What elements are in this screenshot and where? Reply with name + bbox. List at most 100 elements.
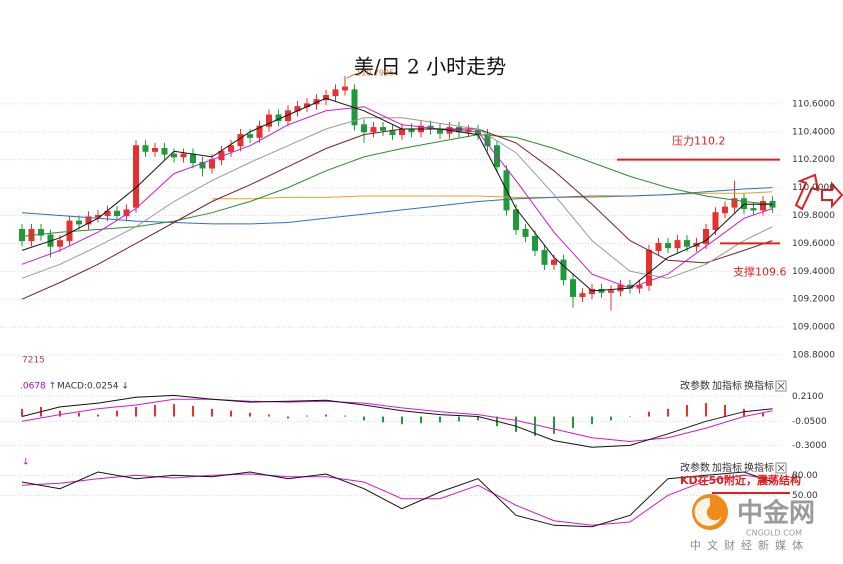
candle-body — [741, 198, 747, 210]
histogram-bar — [553, 416, 555, 434]
candle-body — [332, 89, 339, 96]
histogram-bar — [78, 412, 80, 417]
arrow-up — [794, 173, 820, 211]
y-tick-label: 80.00 — [792, 471, 818, 481]
candle-body — [133, 145, 139, 208]
histogram-bar — [97, 414, 99, 417]
candle-body — [380, 127, 386, 131]
arrow-right — [821, 181, 843, 209]
candle-body — [750, 208, 757, 211]
candle-body — [684, 240, 690, 247]
y-tick-label: 50.00 — [792, 491, 818, 501]
candle-body — [228, 145, 234, 152]
y-tick-label: -0.3000 — [792, 441, 827, 451]
candle-body — [66, 220, 73, 242]
histogram-bar — [477, 416, 479, 421]
candle-body — [171, 153, 177, 158]
candle-body — [85, 216, 92, 225]
annotation-label: 支撑109.6 — [733, 264, 787, 278]
watermark-slogan: 中文财经新媒体 — [690, 538, 809, 552]
candle-body — [256, 125, 263, 138]
candle-body — [152, 148, 158, 152]
candle-body — [760, 201, 766, 211]
button[interactable]: 改参数 — [680, 379, 710, 392]
candle-body — [342, 86, 348, 91]
histogram-bar — [591, 416, 593, 425]
close-icon — [777, 382, 785, 390]
button[interactable]: 换指标 — [744, 379, 774, 392]
button[interactable]: 换指标 — [744, 461, 774, 474]
histogram-bar — [667, 408, 669, 417]
candle-body — [104, 210, 111, 216]
lines-layer — [21, 97, 773, 528]
candle-body — [19, 228, 25, 242]
candle-body — [370, 127, 377, 133]
y-tick-label: -0.0500 — [792, 417, 827, 427]
watermark-site: CNGOLD.COM — [746, 529, 802, 538]
candle-body — [589, 288, 595, 295]
peak-arrow — [346, 73, 356, 79]
histogram-bar — [173, 404, 175, 417]
button[interactable]: 改参数 — [680, 461, 710, 474]
candle-body — [722, 206, 728, 214]
histogram-bar — [458, 416, 460, 422]
candle-body — [655, 242, 662, 251]
histogram-bar — [325, 414, 327, 417]
histogram-bar — [116, 410, 118, 417]
histogram-bar — [705, 403, 707, 417]
candle-body — [731, 198, 738, 208]
candle-body — [636, 284, 643, 289]
histogram-bar — [287, 416, 289, 419]
candle-body — [209, 159, 215, 169]
annotation-label: 压力110.2 — [672, 135, 726, 148]
candle-body — [57, 240, 63, 247]
histogram-bar — [363, 416, 365, 421]
candle-body — [522, 228, 529, 237]
indicator-line — [21, 134, 773, 237]
button[interactable]: 加指标 — [712, 379, 742, 392]
indicator-line — [21, 473, 773, 526]
histogram-bar — [762, 412, 764, 417]
y-tick-label: 110.2000 — [792, 155, 835, 165]
y-tick-label: 109.0000 — [792, 323, 835, 333]
button[interactable]: 加指标 — [712, 461, 742, 474]
histogram-bar — [59, 410, 61, 417]
candle-body — [38, 228, 44, 236]
histogram-bar — [743, 408, 745, 417]
candle-body — [161, 148, 168, 155]
peak-label: 110.7995 — [356, 69, 394, 78]
candle-body — [237, 134, 244, 147]
histogram-bar — [192, 405, 194, 417]
histogram-bar — [439, 416, 441, 423]
note: 7215 — [22, 356, 45, 366]
histogram-bar — [344, 415, 346, 417]
candle-body — [180, 153, 187, 158]
histogram-bar — [306, 415, 308, 417]
histogram-bar — [382, 416, 384, 423]
candle-body — [541, 249, 548, 265]
macd-label: MACD:0.0254 ↓ — [57, 382, 129, 392]
watermark-name: 中金网 — [737, 498, 815, 529]
histogram-bar — [686, 405, 688, 417]
candle-body — [142, 145, 149, 152]
text-layer: 美/日 2 小时走势 7215 .0678 ↑ MACD:0.0254 ↓ ↓ … — [20, 55, 843, 552]
histogram-bar — [724, 405, 726, 417]
candle-body — [199, 161, 206, 169]
y-tick-label: 0.2100 — [792, 392, 824, 402]
candle-body — [323, 94, 329, 101]
histogram-bar — [572, 416, 574, 429]
indicator-line — [21, 394, 773, 448]
candle-body — [579, 293, 586, 297]
y-tick-label: 109.2000 — [792, 295, 835, 305]
histogram-bar — [648, 411, 650, 417]
indicator-line — [212, 191, 773, 200]
kd-header: ↓ — [22, 458, 30, 468]
histogram-bar — [610, 416, 612, 421]
chart-title: 美/日 2 小时走势 — [354, 55, 506, 79]
candle-body — [513, 209, 519, 230]
indicator-line — [21, 187, 773, 225]
y-tick-label: 109.6000 — [792, 239, 835, 249]
candle-body — [703, 228, 709, 244]
candle-body — [532, 235, 538, 251]
